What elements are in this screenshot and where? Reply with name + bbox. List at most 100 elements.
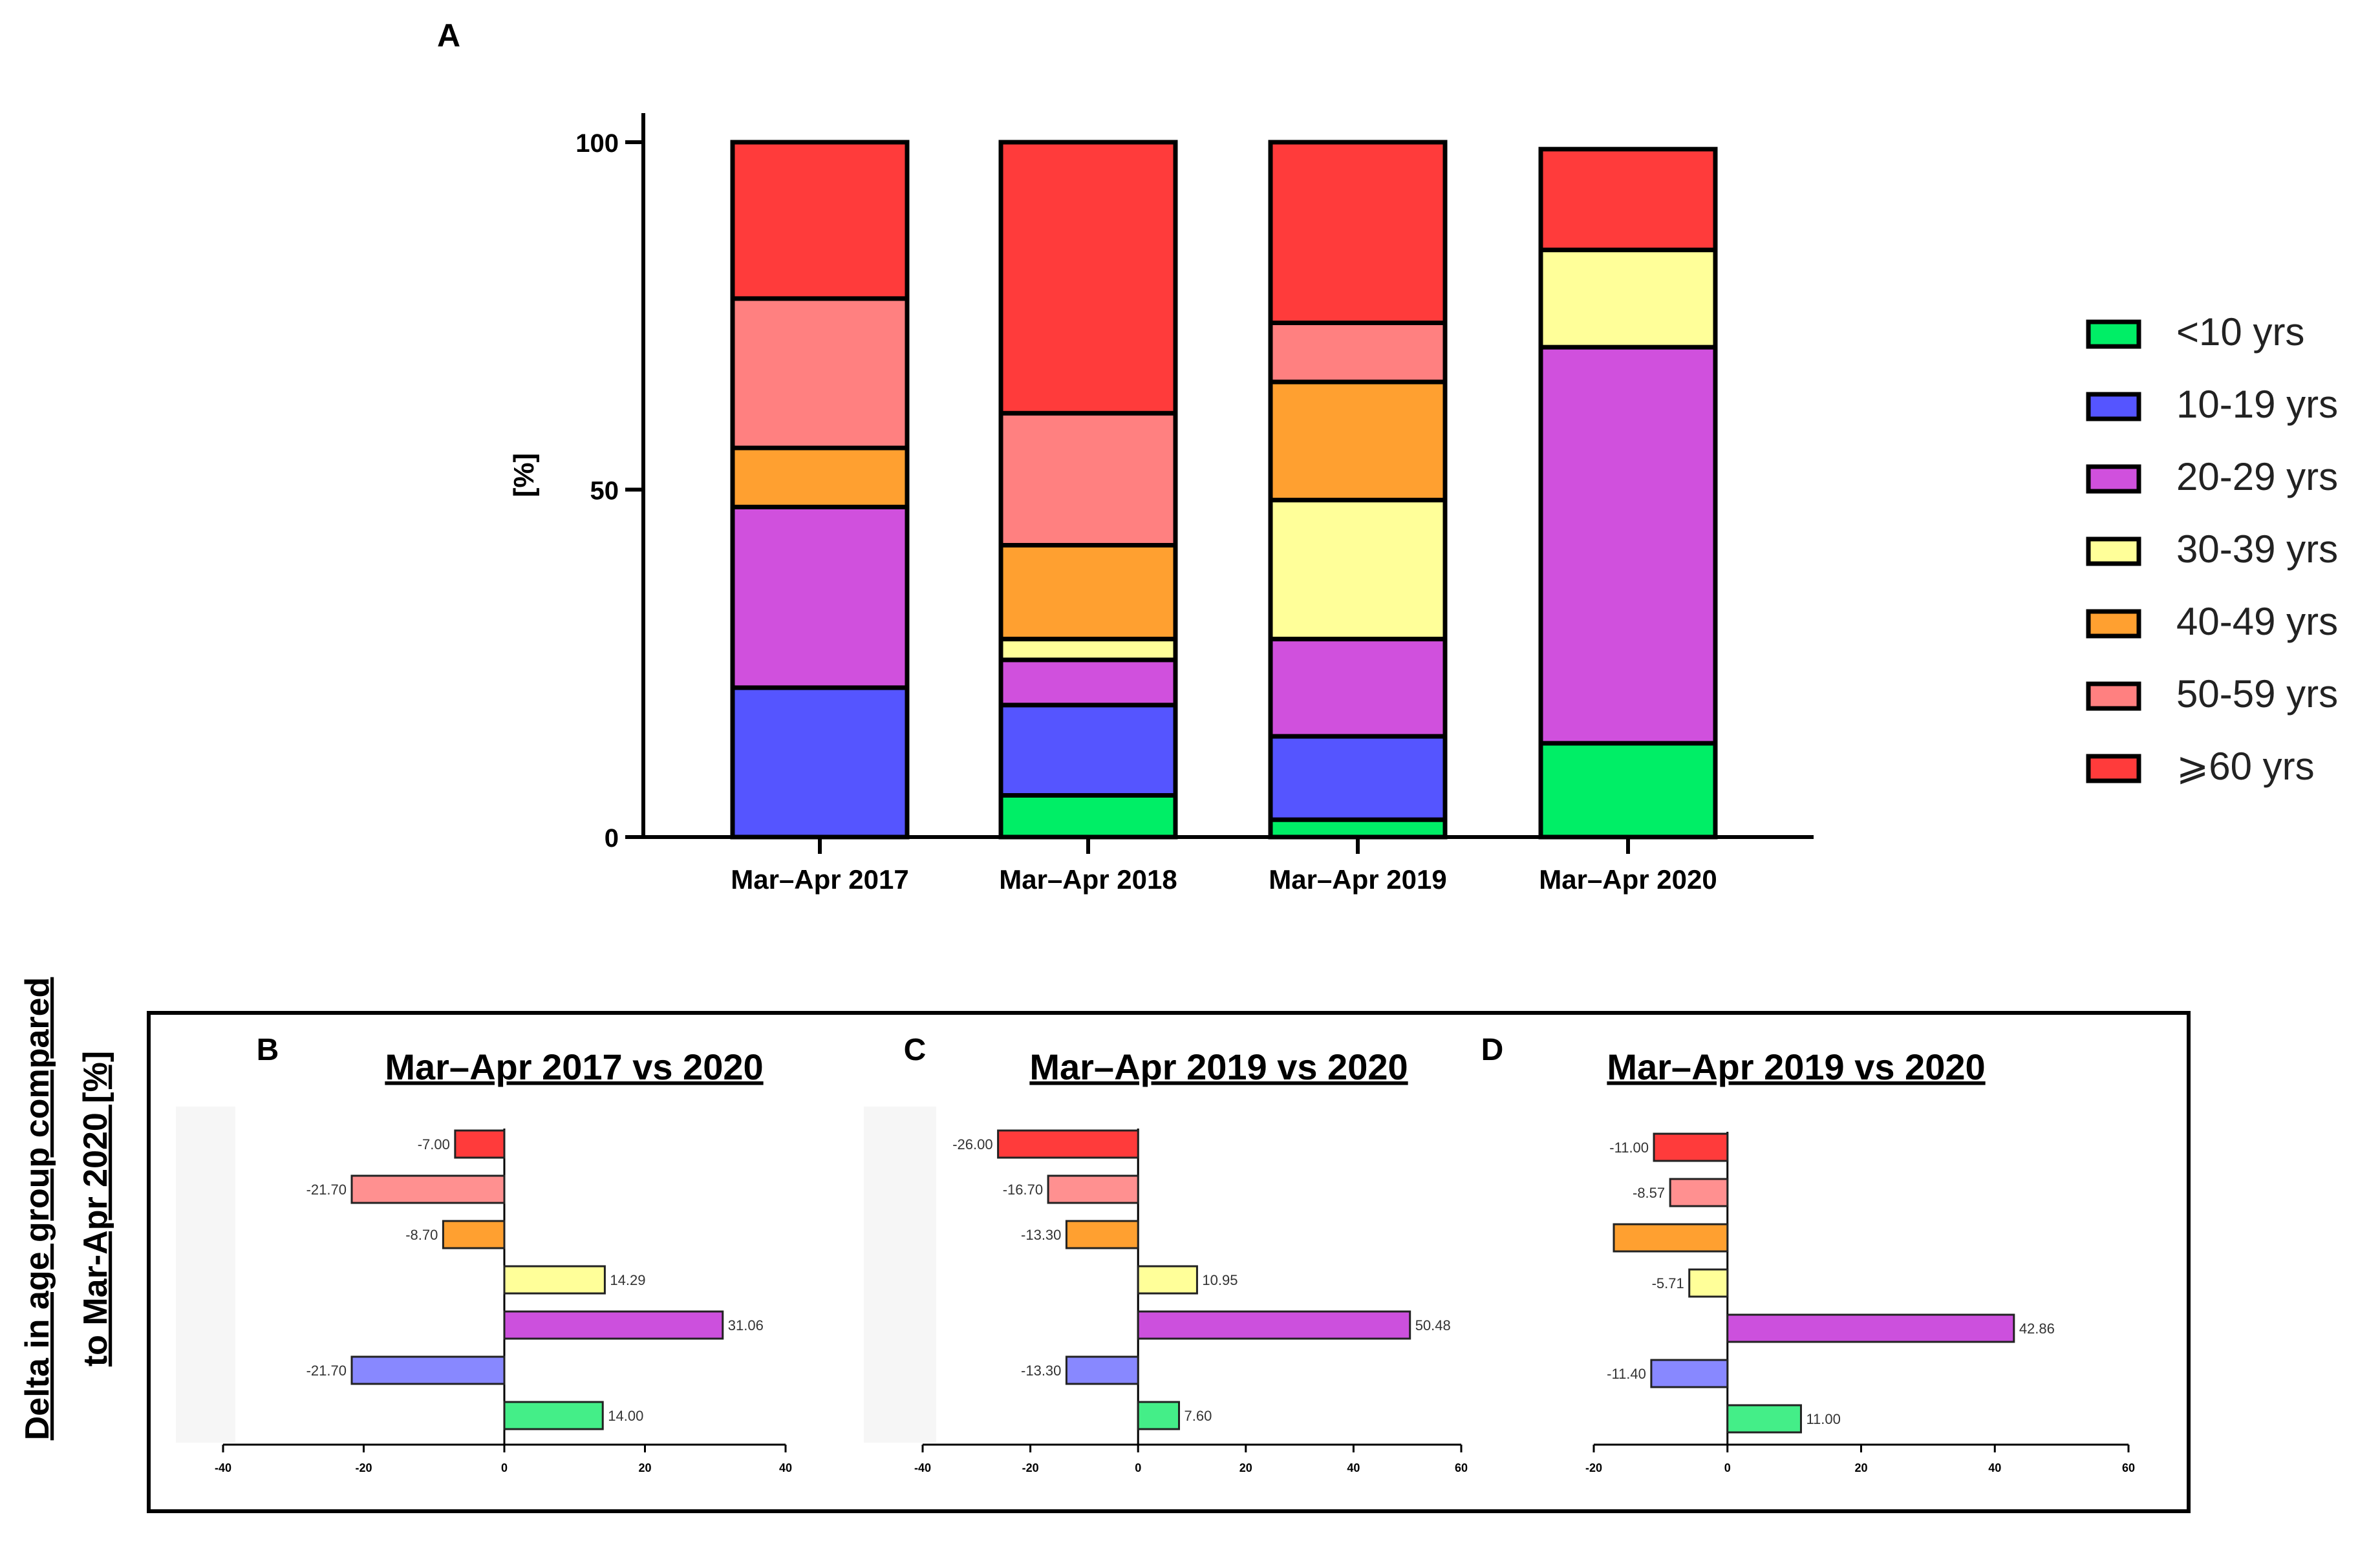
- delta-chart-c: Mar–Apr 2019 vs 2020 -40 -20 0 20 40 60 -26.00 -…: [864, 1046, 1468, 1474]
- delta-bar-y60plus: [997, 1129, 1139, 1159]
- bar-segment-y50_59: [730, 296, 910, 451]
- x-tick-label: -20: [1022, 1461, 1039, 1474]
- x-tick-label: -40: [914, 1461, 931, 1474]
- delta-bar-value-label: 14.29: [610, 1272, 645, 1288]
- delta-bar-y20_29: [1137, 1310, 1411, 1340]
- delta-bar-y10_19: [1650, 1359, 1729, 1388]
- bar-segment-y10_19: [730, 685, 910, 840]
- bar-segment-y60plus: [998, 140, 1178, 416]
- delta-bar-value-label: 11.00: [1806, 1411, 1840, 1427]
- legend-label-lt10: <10 yrs: [2176, 310, 2304, 354]
- bar-segment-y50_59: [1268, 321, 1448, 385]
- legend-label-y60plus: ⩾60 yrs: [2176, 745, 2315, 788]
- delta-bar-y20_29: [503, 1310, 724, 1340]
- bar-segment-lt10: [1268, 817, 1448, 840]
- bar-segment-y40_49: [998, 543, 1178, 642]
- delta-chart-title: Mar–Apr 2019 vs 2020: [1607, 1046, 1985, 1087]
- delta-bar-lt10: [1726, 1404, 1802, 1434]
- plot-shade: [864, 1107, 936, 1443]
- delta-bar-value-label: -7.00: [418, 1136, 450, 1152]
- delta-bar-y50_59: [1669, 1178, 1729, 1207]
- legend-label-y20_29: 20-29 yrs: [2176, 455, 2338, 498]
- delta-bar-y50_59: [350, 1174, 506, 1204]
- delta-bar-y60plus: [454, 1129, 506, 1159]
- delta-chart-title: Mar–Apr 2017 vs 2020: [385, 1046, 763, 1087]
- legend-swatch-y60plus: [2086, 754, 2141, 783]
- x-tick-label: -20: [355, 1461, 372, 1474]
- delta-bar-value-label: -8.57: [1633, 1185, 1665, 1201]
- delta-bar-lt10: [503, 1401, 604, 1430]
- bar-segment-y20_29: [1538, 345, 1718, 746]
- delta-bar-y30_39: [503, 1265, 606, 1295]
- x-tick-label: 0: [1724, 1461, 1731, 1474]
- panel-letter-d: D: [1481, 1033, 1504, 1067]
- plot-shade: [176, 1107, 235, 1443]
- delta-bar-value-label: 42.86: [2019, 1321, 2055, 1337]
- bar-segment-y20_29: [730, 504, 910, 690]
- delta-bar-y40_49: [1613, 1223, 1729, 1253]
- delta-bar-lt10: [1137, 1401, 1181, 1430]
- delta-bar-value-label: -26.00: [952, 1136, 992, 1152]
- delta-chart-b: Mar–Apr 2017 vs 2020 -40 -20 0 20 40 -7.00 -21.…: [176, 1046, 792, 1474]
- x-tick-label: -20: [1585, 1461, 1602, 1474]
- x-tick-label: 40: [779, 1461, 792, 1474]
- legend-swatch-lt10: [2086, 319, 2141, 349]
- bar-segment-y60plus: [1538, 147, 1718, 253]
- panel-letter-b: B: [257, 1033, 279, 1067]
- panel-letter-c: C: [904, 1033, 927, 1067]
- y-tick-label-a: 100: [575, 129, 619, 158]
- bar-segment-y20_29: [1268, 637, 1448, 739]
- x-tick-label: 40: [1347, 1461, 1360, 1474]
- bar-segment-lt10: [1538, 741, 1718, 840]
- delta-bar-y60plus: [1653, 1132, 1729, 1162]
- delta-y-label-line1: Delta in age group compared: [19, 977, 56, 1441]
- delta-bar-y30_39: [1137, 1265, 1198, 1295]
- legend-label-y40_49: 40-49 yrs: [2176, 600, 2338, 643]
- bar-segment-lt10: [998, 793, 1178, 840]
- x-tick-label: 0: [501, 1461, 508, 1474]
- delta-bar-value-label: 7.60: [1185, 1408, 1212, 1424]
- delta-bar-y50_59: [1047, 1174, 1139, 1204]
- legend-swatch-y10_19: [2086, 392, 2141, 421]
- bar-segment-y60plus: [730, 140, 910, 301]
- y-tick-label-a: 0: [605, 824, 619, 853]
- delta-bar-y40_49: [442, 1220, 506, 1249]
- delta-bar-value-label: -11.40: [1607, 1366, 1646, 1382]
- delta-bar-value-label: -13.30: [1021, 1227, 1061, 1243]
- delta-bar-value-label: 31.06: [728, 1317, 764, 1333]
- delta-bar-value-label: 10.95: [1202, 1272, 1238, 1288]
- x-tick-label-a: Mar–Apr 2020: [1539, 864, 1717, 895]
- delta-bar-y30_39: [1688, 1268, 1729, 1298]
- bar-segment-y30_39: [1538, 248, 1718, 350]
- bar-segment-y40_49: [1268, 379, 1448, 503]
- legend: <10 yrs 10-19 yrs 20-29 yrs 30-39 yrs 40-49 …: [2086, 310, 2338, 788]
- legend-label-y10_19: 10-19 yrs: [2176, 383, 2338, 426]
- bar-segment-y40_49: [730, 445, 910, 509]
- legend-swatch-y20_29: [2086, 464, 2141, 494]
- legend-swatch-y40_49: [2086, 609, 2141, 639]
- legend-label-y30_39: 30-39 yrs: [2176, 527, 2338, 571]
- y-axis-label-a: [%]: [508, 453, 540, 497]
- x-tick-label: 0: [1135, 1461, 1141, 1474]
- delta-chart-d: Mar–Apr 2019 vs 2020 -20 0 20 40 60 -11.00 -8.5…: [1585, 1046, 2135, 1474]
- delta-bar-value-label: -8.70: [405, 1227, 438, 1243]
- y-tick-label-a: 50: [590, 477, 619, 505]
- x-tick-label: 20: [1854, 1461, 1867, 1474]
- x-tick-label: 20: [1239, 1461, 1252, 1474]
- x-tick-label-a: Mar–Apr 2017: [731, 864, 908, 895]
- stacked-bar-chart-a: [%] 0 50 100 Mar–Apr 2017 Mar–Apr 2018 Mar–Ap…: [508, 113, 1814, 895]
- bar-segment-y50_59: [998, 410, 1178, 547]
- bar-segment-y30_39: [1268, 498, 1448, 642]
- delta-y-label-line2: to Mar-Apr 2020 [%]: [77, 1051, 114, 1366]
- delta-bar-value-label: -21.70: [306, 1182, 347, 1198]
- x-tick-label: 60: [2122, 1461, 2135, 1474]
- x-tick-label: -40: [215, 1461, 231, 1474]
- legend-swatch-y30_39: [2086, 536, 2141, 566]
- delta-panels-frame: [147, 1011, 2191, 1513]
- delta-bar-value-label: -5.71: [1652, 1275, 1684, 1291]
- delta-bar-y10_19: [1065, 1355, 1139, 1385]
- delta-bar-value-label: -21.70: [306, 1363, 347, 1379]
- delta-bar-y10_19: [350, 1355, 506, 1385]
- delta-bar-value-label: -16.70: [1003, 1182, 1043, 1198]
- delta-y-axis-label: Delta in age group compared to Mar-Apr 2…: [19, 977, 114, 1441]
